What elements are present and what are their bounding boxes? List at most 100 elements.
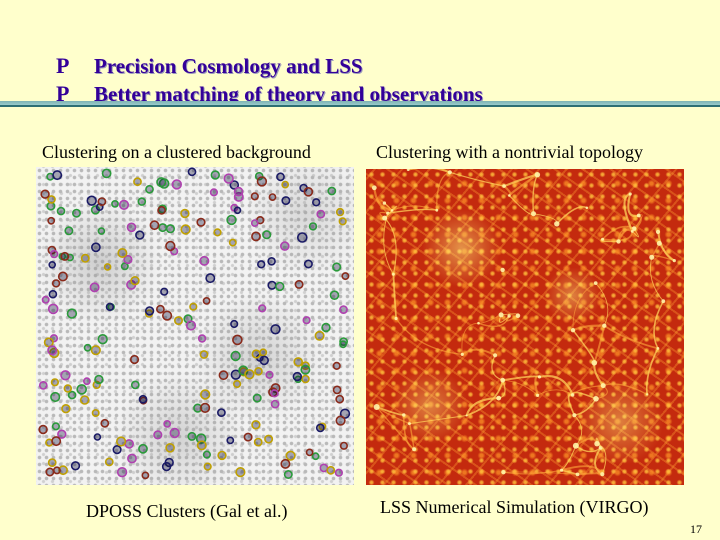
cluster-marker xyxy=(200,402,211,413)
cluster-marker xyxy=(259,348,268,357)
filament xyxy=(572,282,596,331)
cluster-marker xyxy=(244,369,255,380)
halo-node xyxy=(477,321,480,325)
filament xyxy=(384,205,398,219)
halo-node xyxy=(570,328,576,333)
cluster-marker xyxy=(270,389,279,398)
cluster-marker xyxy=(196,440,207,451)
filament xyxy=(645,348,659,395)
filament xyxy=(392,274,397,319)
cluster-marker xyxy=(283,469,293,479)
page-number: 17 xyxy=(690,522,702,536)
cluster-marker xyxy=(51,436,62,447)
cluster-marker xyxy=(338,217,347,226)
cluster-marker xyxy=(79,395,90,405)
cluster-marker xyxy=(233,379,242,389)
cluster-marker xyxy=(115,436,127,447)
cluster-marker xyxy=(265,370,274,379)
halo-node xyxy=(508,194,511,197)
halo-node xyxy=(382,215,388,221)
filament xyxy=(373,187,393,212)
cluster-marker xyxy=(63,384,72,393)
cluster-marker xyxy=(228,238,237,247)
filament xyxy=(391,205,437,211)
filament xyxy=(623,193,634,232)
cluster-marker xyxy=(301,374,310,384)
filament xyxy=(603,324,659,350)
halo-node xyxy=(500,267,505,273)
cluster-marker xyxy=(123,254,133,265)
halo-node xyxy=(554,221,560,227)
halo-node xyxy=(447,170,452,175)
filament xyxy=(503,471,578,475)
cluster-marker xyxy=(300,364,311,375)
filament xyxy=(602,231,634,242)
cluster-marker xyxy=(258,304,267,313)
halo-node xyxy=(515,313,521,318)
halo-node xyxy=(656,240,662,246)
bullet-text: Precision Cosmology and LSS xyxy=(94,54,363,78)
cluster-marker xyxy=(243,432,253,442)
cluster-markers xyxy=(38,167,351,480)
cluster-marker xyxy=(129,354,140,365)
cluster-marker xyxy=(83,377,91,386)
cluster-marker xyxy=(118,199,130,211)
cluster-marker xyxy=(60,370,71,381)
cluster-marker xyxy=(187,167,197,177)
halo-node xyxy=(493,353,498,358)
cluster-marker xyxy=(71,208,81,218)
halo-node xyxy=(501,470,506,475)
filament xyxy=(395,318,463,356)
cluster-marker xyxy=(251,349,261,359)
filament xyxy=(567,393,576,416)
cluster-marker xyxy=(180,208,190,219)
cluster-marker xyxy=(47,458,57,467)
halo-node xyxy=(628,192,632,196)
halo-node xyxy=(560,468,564,472)
cluster-marker xyxy=(101,168,112,179)
cluster-marker xyxy=(293,357,304,367)
filament xyxy=(653,300,665,349)
cluster-marker xyxy=(91,409,100,418)
cluster-marker xyxy=(218,370,229,381)
cluster-marker xyxy=(38,380,48,390)
cluster-marker xyxy=(276,172,285,182)
cluster-marker xyxy=(50,391,61,403)
cluster-marker xyxy=(52,170,63,181)
cluster-marker xyxy=(196,217,206,227)
cluster-marker xyxy=(135,230,145,240)
filament xyxy=(561,465,604,475)
halo-node xyxy=(390,209,394,212)
cluster-marker xyxy=(205,273,216,284)
filament xyxy=(491,355,503,381)
halo-node xyxy=(402,413,406,417)
cluster-marker xyxy=(158,223,168,233)
halo-node xyxy=(373,404,380,410)
filament xyxy=(617,229,633,242)
filament xyxy=(574,398,597,416)
cluster-marker xyxy=(230,369,242,380)
filament xyxy=(593,325,606,364)
right-panel-title: Clustering with a nontrivial topology xyxy=(376,142,643,162)
halo-node xyxy=(406,169,410,171)
cluster-marker xyxy=(281,196,291,206)
cluster-marker xyxy=(326,465,336,475)
cluster-marker xyxy=(303,186,314,197)
cluster-marker xyxy=(138,394,148,404)
cluster-marker xyxy=(334,468,344,477)
cluster-marker xyxy=(335,207,345,217)
cluster-marker xyxy=(171,179,183,190)
cluster-marker xyxy=(332,361,341,370)
cluster-marker xyxy=(50,249,59,259)
filament xyxy=(502,375,540,382)
cluster-marker xyxy=(160,287,169,296)
filament xyxy=(466,380,504,417)
cluster-marker xyxy=(130,275,140,286)
cluster-marker xyxy=(250,219,259,227)
filament xyxy=(508,195,534,215)
cluster-marker xyxy=(341,272,350,281)
cluster-marker xyxy=(253,437,263,447)
filament xyxy=(575,445,602,453)
cluster-marker xyxy=(76,384,88,395)
filament xyxy=(577,472,604,476)
